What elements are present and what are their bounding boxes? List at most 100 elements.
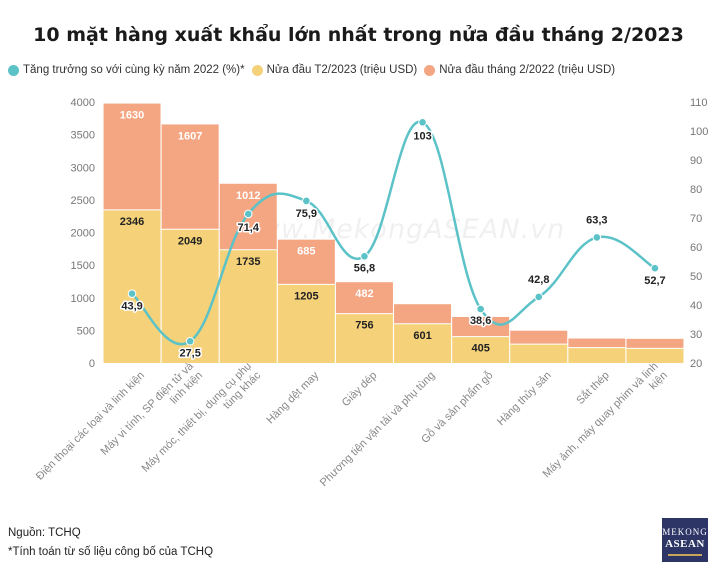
- mekong-asean-logo: MEKONG ASEAN: [662, 518, 708, 562]
- footnote: *Tính toán từ số liệu công bố của TCHQ: [8, 546, 214, 558]
- bar-2023: [219, 249, 277, 363]
- growth-label: 42,8: [528, 274, 549, 286]
- x-label-group: Hàng dệt may: [264, 369, 321, 426]
- x-label-group: Hàng thủy sản: [495, 369, 554, 428]
- legend-item-growth: Tăng trưởng so với cùng kỳ năm 2022 (%)*: [8, 64, 245, 76]
- legend-swatch-2022: [424, 64, 436, 76]
- bar-label-2022: 1630: [120, 110, 144, 122]
- left-tick-label: 0: [89, 358, 95, 370]
- legend-label-2023: Nửa đầu T2/2023 (triệu USD): [266, 64, 418, 76]
- growth-point: [418, 118, 427, 127]
- legend-swatch-growth: [8, 64, 19, 76]
- bar-2022: [277, 239, 335, 285]
- logo-line2: ASEAN: [665, 538, 705, 550]
- bar-2023: [277, 284, 335, 363]
- growth-point: [650, 263, 660, 273]
- left-tick-label: 3000: [71, 162, 95, 174]
- logo-rule: [668, 554, 702, 556]
- bar-label-2023: 2049: [178, 235, 202, 247]
- bar-2023: [394, 323, 452, 363]
- growth-point: [127, 289, 137, 298]
- bars: [103, 103, 684, 363]
- bar-2023: [452, 336, 510, 363]
- growth-label: 52,7: [644, 275, 665, 287]
- bar-2022: [161, 124, 219, 230]
- x-tick-label: Sắt thép: [574, 369, 612, 407]
- chart-title: 10 mặt hàng xuất khẩu lớn nhất trong nửa…: [33, 24, 684, 46]
- x-label-group: Phương tiện vận tải và phụ tùng: [318, 369, 438, 489]
- bar-label-2023: 2346: [120, 216, 144, 228]
- growth-label: 63,3: [586, 214, 607, 226]
- growth-label: 71,4: [238, 222, 260, 234]
- right-tick-label: 50: [690, 271, 702, 283]
- left-tick-label: 2500: [71, 195, 95, 207]
- bar-2022: [103, 103, 161, 210]
- bar-label-2023: 405: [471, 343, 489, 355]
- left-tick-label: 1500: [71, 260, 95, 272]
- right-tick-label: 20: [690, 358, 702, 370]
- legend-label-growth: Tăng trưởng so với cùng kỳ năm 2022 (%)*: [23, 64, 245, 76]
- growth-point: [243, 209, 253, 219]
- bar-2022: [394, 304, 452, 324]
- growth-label: 75,9: [296, 208, 317, 220]
- growth-label: 103: [413, 130, 431, 142]
- growth-label: 38,6: [470, 315, 491, 327]
- bar-label-2023: 1205: [294, 290, 318, 302]
- growth-line-path: [131, 120, 656, 346]
- legend-swatch-2023: [251, 64, 263, 76]
- left-axis: 0 500 1000 1500 2000 2500 3000 3500 4000: [71, 97, 95, 370]
- bar-label-2023: 1735: [236, 256, 260, 268]
- growth-point: [476, 304, 485, 314]
- bar-2022: [568, 338, 626, 348]
- bar-2023: [626, 348, 684, 363]
- bar-label-2023: 601: [413, 330, 431, 342]
- x-label-group: Sắt thép: [574, 369, 612, 407]
- bar-2023: [510, 344, 568, 363]
- growth-point: [360, 251, 369, 261]
- growth-point: [592, 233, 602, 242]
- growth-line: 43,9 27,5 71,4 75,9 56,8 103 38,6 42,8 63,3 52,7: [120, 118, 667, 361]
- left-tick-label: 3500: [71, 130, 95, 142]
- source-note: Nguồn: TCHQ: [8, 527, 81, 539]
- bar-2022: [510, 330, 568, 345]
- right-tick-label: 80: [690, 184, 702, 196]
- bar-2022: [335, 282, 393, 314]
- growth-label: 56,8: [354, 262, 375, 274]
- x-tick-label: Hàng dệt may: [264, 369, 321, 426]
- right-tick-label: 70: [690, 213, 702, 225]
- right-tick-label: 30: [690, 329, 702, 341]
- bar-label-2023: 756: [355, 320, 373, 332]
- bar-2023: [335, 313, 393, 363]
- bar-label-2022: 482: [355, 288, 373, 300]
- chart-legend: Tăng trưởng so với cùng kỳ năm 2022 (%)*…: [8, 64, 713, 76]
- bar-label-2022: 685: [297, 246, 315, 258]
- bar-2022: [626, 338, 684, 349]
- right-tick-label: 40: [690, 300, 702, 312]
- x-label-group: Giày dép: [340, 369, 380, 409]
- bar-label-2022: 1607: [178, 130, 202, 142]
- right-axis: 20 30 40 50 60 70 80 90 100 110: [690, 97, 708, 370]
- legend-label-2022: Nửa đầu tháng 2/2022 (triệu USD): [439, 64, 616, 76]
- x-tick-label: Giày dép: [340, 369, 380, 409]
- left-tick-label: 2000: [71, 228, 95, 240]
- right-tick-label: 90: [690, 155, 702, 167]
- bar-labels: 2346 1630 2049 1607 1735 1012 1205 685 756 482 601…: [120, 110, 490, 355]
- legend-item-2023: Nửa đầu T2/2023 (triệu USD): [251, 64, 418, 76]
- right-tick-label: 100: [690, 126, 708, 138]
- left-tick-label: 500: [77, 325, 95, 337]
- x-tick-label: Phương tiện vận tải và phụ tùng: [318, 369, 438, 489]
- growth-label: 27,5: [179, 347, 200, 359]
- growth-point: [185, 336, 195, 346]
- legend-item-2022: Nửa đầu tháng 2/2022 (triệu USD): [424, 64, 615, 76]
- logo-line1: MEKONG: [662, 527, 708, 537]
- bar-2023: [568, 347, 626, 363]
- growth-label: 43,9: [121, 301, 142, 313]
- left-tick-label: 4000: [71, 97, 95, 109]
- left-tick-label: 1000: [71, 293, 95, 305]
- growth-point: [302, 196, 311, 206]
- growth-point: [534, 292, 544, 302]
- chart-canvas: www.MekongASEAN.vn 050010001500200025003…: [34, 97, 708, 489]
- right-tick-label: 60: [690, 242, 702, 254]
